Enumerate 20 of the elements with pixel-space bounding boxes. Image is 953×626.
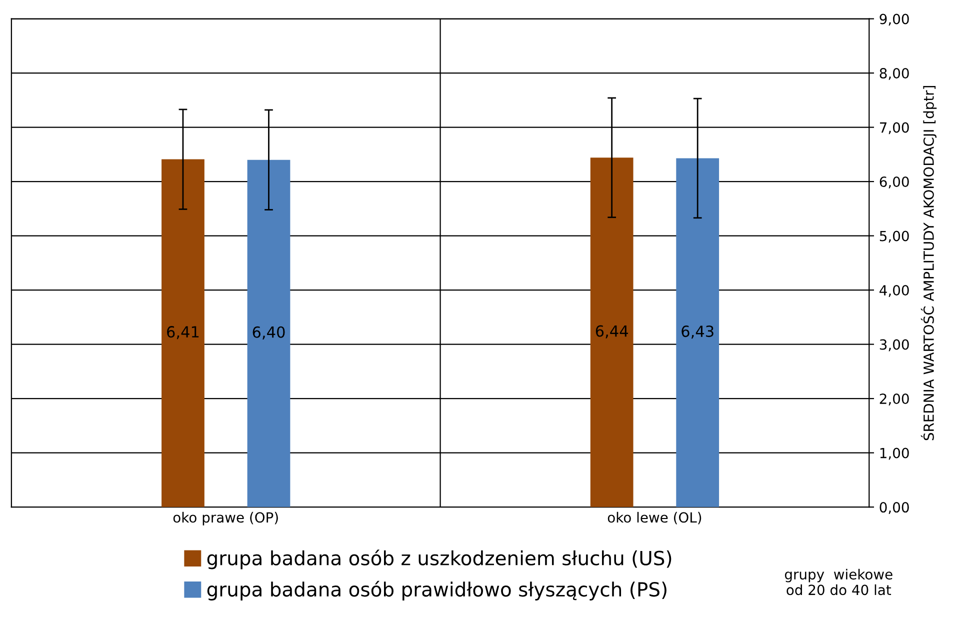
y-tick-label: 8,00 — [880, 68, 909, 80]
text: grupy wiekowe od 20 do 40 lat — [784, 568, 892, 596]
data-label: 6,43 — [682, 326, 714, 339]
y-axis-title: ŚREDNIA WARTOŚĆ AMPLITUDY AKOMODACJI [dptr] — [920, 86, 937, 440]
y-tick-label: 5,00 — [880, 230, 909, 243]
data-label: 6,40 — [252, 326, 285, 340]
y-tick-label: 3,00 — [880, 339, 909, 352]
y-tick-label: 7,00 — [880, 122, 909, 134]
legend-label: grupa badana osób z uszkodzeniem słuchu (US) — [207, 550, 672, 570]
data-label: 6,41 — [167, 326, 199, 340]
y-tick-label: 1,00 — [880, 448, 909, 460]
x-tick-label: oko prawe (OP) — [173, 512, 278, 526]
y-tick-label: 4,00 — [880, 285, 909, 297]
y-tick-label: 2,00 — [880, 394, 909, 406]
data-label: 6,44 — [596, 325, 628, 338]
y-tick-label: 6,00 — [880, 176, 909, 188]
legend-label: grupa badana osób prawidłowo słyszących (PS) — [207, 580, 666, 600]
y-tick-label: 9,00 — [880, 14, 909, 26]
x-tick-label: oko lewe (OL) — [608, 512, 702, 524]
y-tick-label: 0,00 — [880, 502, 909, 514]
